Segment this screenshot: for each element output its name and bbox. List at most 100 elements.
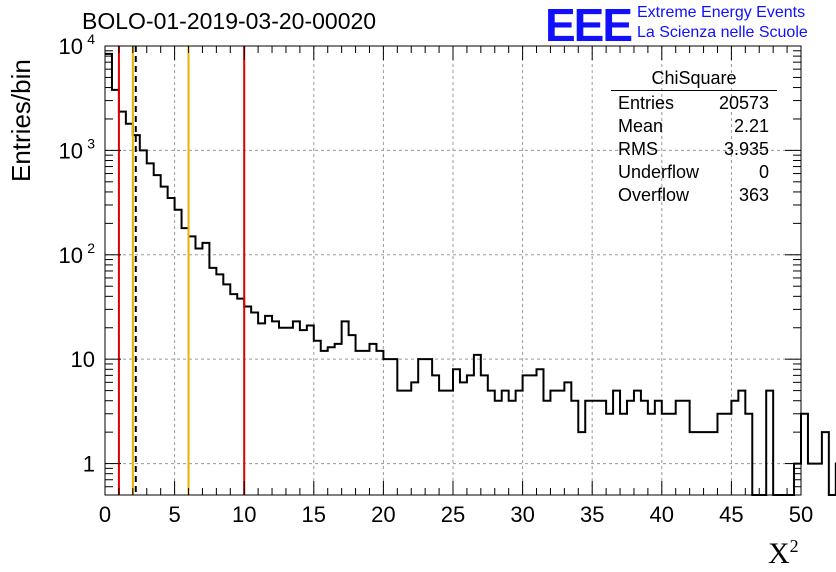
x-tick-label: 30 [510,502,534,527]
eee-logo: EEE [545,0,633,51]
histogram-bin [119,112,126,495]
histogram-bin [237,299,244,495]
histogram-bin [251,313,258,495]
stats-label: Underflow [618,162,700,182]
y-tick-label-exponent: 2 [87,240,95,256]
histogram-bin [481,375,488,495]
stats-row-underflow: Underflow 0 [611,161,777,184]
histogram-bin [356,351,363,495]
x-tick-label: 35 [580,502,604,527]
x-tick-label: 20 [371,502,395,527]
histogram-bin [363,351,370,495]
histogram-bin [189,236,196,495]
histogram-bin [140,150,147,495]
histogram-bin [648,414,655,495]
histogram-bin [509,401,516,495]
histogram-bin [641,401,648,495]
histogram-bin [272,321,279,495]
histogram-bin [154,175,161,495]
histogram-bin [411,382,418,495]
histogram-bin [467,375,474,495]
histogram-series [105,52,836,496]
histogram-bin [523,375,530,495]
stats-label: RMS [618,139,658,159]
histogram-bin [147,163,154,495]
histogram-bin [474,355,481,495]
stats-box: ChiSquare Entries 20573 Mean 2.21 RMS 3.… [611,68,777,207]
histogram-bin [599,401,606,495]
histogram-step-line [105,52,836,496]
y-tick-label: 10 [59,243,83,268]
y-axis-label: Entries/bin [6,59,36,182]
histogram-bin [801,414,808,495]
histogram-bin [662,414,669,495]
y-tick-label-exponent: 3 [87,135,95,151]
histogram-bin [620,414,627,495]
x-tick-label: 45 [719,502,743,527]
histogram-bin [453,369,460,495]
x-tick-labels: 0 5 10 15 20 25 30 35 40 45 50 [99,502,813,527]
x-axis-label-base: X [768,537,790,570]
histogram-bin [697,432,704,495]
histogram-bin [314,341,321,495]
stats-value: 0 [758,162,769,182]
stats-row-entries: Entries 20573 [611,92,777,115]
stats-value: 2.21 [733,116,769,136]
histogram-bin [168,198,175,495]
stats-title: ChiSquare [611,68,777,91]
histogram-bin [216,274,223,495]
histogram-bin [676,401,683,495]
histogram-bin [376,351,383,495]
x-tick-label: 0 [99,502,111,527]
histogram-bin [390,359,397,495]
histogram-bin [439,391,446,495]
histogram-bin [265,316,272,495]
histogram-bin [502,391,509,495]
histogram-bin [404,391,411,495]
stats-value: 363 [738,185,769,205]
histogram-bin [321,351,328,495]
histogram-bin [530,375,537,495]
histogram-bin [543,401,550,495]
histogram-bin [279,328,286,495]
y-tick-label: 10 [59,138,83,163]
histogram-title: BOLO-01-2019-03-20-00020 [82,8,377,34]
stats-value: 20573 [718,93,769,113]
stats-label: Mean [618,116,664,136]
histogram-bin [683,401,690,495]
histogram-bin [175,210,182,495]
histogram-bin [446,391,453,495]
histogram-bin [335,344,342,495]
histogram-bin [815,464,822,495]
x-axis-label-sup: 2 [789,536,799,556]
histogram-bin [822,432,829,495]
x-tick-label: 15 [302,502,326,527]
histogram-bin [766,391,773,495]
stats-row-rms: RMS 3.935 [611,138,777,161]
histogram-bin [182,228,189,495]
histogram-bin [613,391,620,495]
histogram-bin [223,284,230,495]
histogram-bin [286,328,293,495]
histogram-bin [724,414,731,495]
histogram-bin [571,401,578,495]
x-tick-label: 10 [232,502,256,527]
stats-label: Overflow [618,185,690,205]
x-tick-label: 25 [441,502,465,527]
y-tick-label: 1 [83,452,95,477]
histogram-bin [745,414,752,495]
histogram-bin [738,391,745,495]
histogram-bin [704,432,711,495]
stats-row-mean: Mean 2.21 [611,115,777,138]
histogram-bin [105,54,112,495]
y-tick-label-exponent: 4 [87,31,95,47]
logo-caption-line2: La Scienza nelle Scuole [637,24,808,41]
histogram-bin [655,401,662,495]
histogram-bin [230,294,237,495]
histogram-bin [495,401,502,495]
x-tick-label: 50 [789,502,813,527]
histogram-bin [328,347,335,495]
histogram-bin [342,321,349,495]
histogram-bin [126,124,133,495]
histogram-bin [516,391,523,495]
